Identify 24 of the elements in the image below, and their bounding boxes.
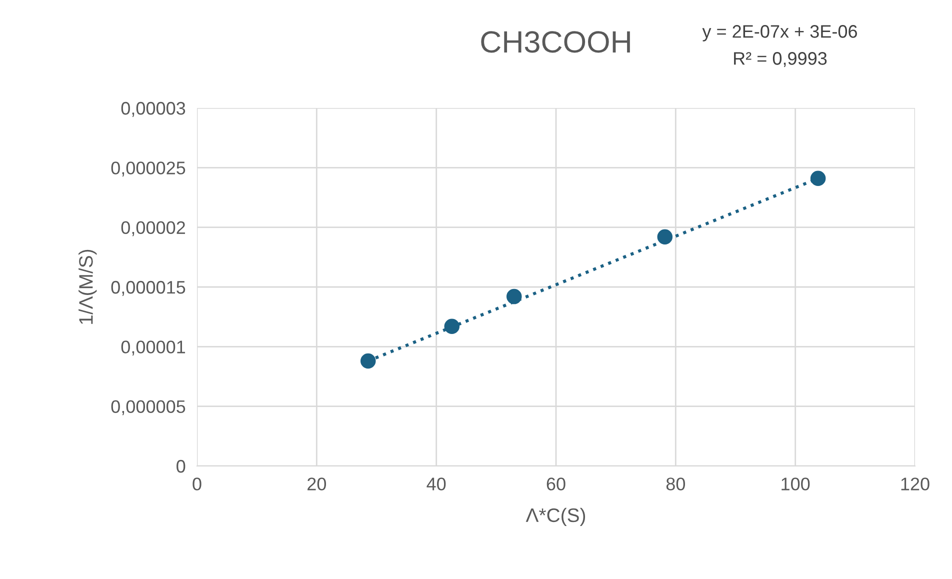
- x-tick-label: 80: [666, 478, 686, 490]
- x-axis-title: Λ*C(S): [526, 508, 586, 526]
- y-tick-label: 0,000015: [111, 280, 186, 296]
- point: [657, 229, 673, 245]
- x-tick-label: 60: [546, 478, 566, 490]
- x-tick-label: 20: [308, 478, 326, 490]
- y-tick-label: 0: [176, 460, 186, 473]
- text: y = 2E-07x + 3E-06: [702, 25, 857, 42]
- point: [444, 318, 460, 334]
- y-tick-label: 0,000005: [111, 400, 186, 416]
- text: R² = 0,9993: [734, 52, 827, 67]
- y-tick-label: 0,000025: [111, 162, 186, 177]
- y-tick-label: 0,00001: [121, 340, 186, 356]
- y-axis-title: 1/Λ(M/S): [78, 250, 97, 324]
- point: [810, 170, 826, 186]
- x-tick-label: 120: [901, 478, 930, 490]
- y-tick-label: 0,00003: [121, 102, 186, 117]
- x-tick-label: 0: [192, 478, 202, 490]
- x-tick-label: 40: [426, 478, 446, 490]
- x-tick-label: 100: [782, 478, 810, 490]
- point: [360, 353, 376, 369]
- y-tick-label: 0,00002: [121, 221, 185, 236]
- chart-title: CH3COOH: [481, 31, 630, 53]
- point: [506, 288, 522, 304]
